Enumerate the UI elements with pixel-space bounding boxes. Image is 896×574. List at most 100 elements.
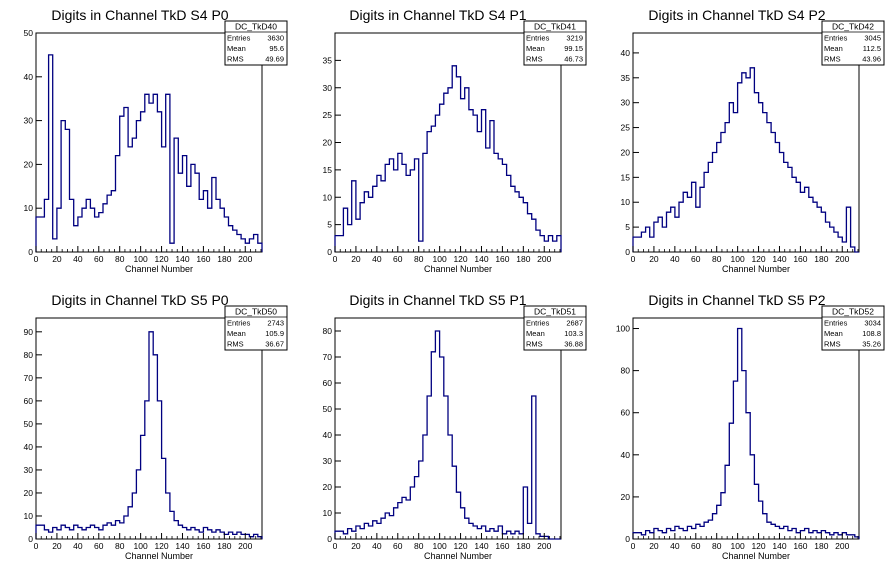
- y-tick-label: 30: [24, 465, 34, 475]
- x-tick-label: 0: [631, 541, 636, 551]
- stats-value: 3034: [864, 319, 881, 328]
- stats-box: [224, 305, 288, 351]
- x-tick-label: 200: [537, 541, 551, 551]
- y-tick-label: 15: [621, 172, 631, 182]
- x-tick-label: 20: [649, 254, 659, 264]
- stats-value: 112.5: [863, 44, 881, 53]
- x-axis-label: Channel Number: [424, 551, 492, 561]
- x-tick-label: 80: [712, 541, 722, 551]
- y-tick-label: 0: [327, 247, 332, 257]
- x-tick-label: 80: [414, 254, 424, 264]
- stats-label: Mean: [227, 44, 246, 53]
- y-tick-label: 60: [24, 396, 34, 406]
- stats-label: RMS: [227, 340, 244, 349]
- x-tick-label: 20: [649, 541, 659, 551]
- stats-value: 36.67: [265, 340, 284, 349]
- x-tick-label: 140: [175, 254, 189, 264]
- y-tick-label: 20: [621, 492, 631, 502]
- histogram-panel: Digits in Channel TkD S4 P20 20 40 60 80 100 1…: [621, 7, 885, 274]
- y-tick-label: 40: [24, 442, 34, 452]
- x-axis-label: Channel Number: [722, 551, 790, 561]
- x-tick-label: 160: [793, 254, 807, 264]
- y-tick-label: 30: [621, 98, 631, 108]
- stats-box: [224, 20, 288, 66]
- y-tick-label: 0: [28, 247, 33, 257]
- x-tick-label: 180: [217, 254, 231, 264]
- chart-title: Digits in Channel TkD S4 P0: [51, 7, 228, 23]
- stats-label: Entries: [526, 34, 550, 43]
- x-tick-label: 40: [73, 541, 83, 551]
- stats-label: Mean: [824, 329, 843, 338]
- x-tick-label: 200: [537, 254, 551, 264]
- stats-value: 2687: [566, 319, 583, 328]
- y-tick-label: 80: [323, 326, 333, 336]
- histogram-series: [334, 65, 562, 252]
- y-tick-label: 30: [323, 83, 333, 93]
- x-tick-label: 120: [453, 541, 467, 551]
- stats-box: [821, 20, 885, 66]
- y-tick-label: 10: [24, 511, 34, 521]
- x-tick-label: 40: [670, 541, 680, 551]
- y-tick-label: 40: [621, 48, 631, 58]
- stats-label: Entries: [526, 319, 550, 328]
- x-tick-label: 20: [52, 254, 62, 264]
- y-tick-label: 80: [621, 366, 631, 376]
- stats-value: 3630: [267, 34, 284, 43]
- plot-frame: [632, 32, 860, 253]
- x-tick-label: 120: [154, 541, 168, 551]
- y-tick-label: 40: [24, 72, 34, 82]
- plot-frame: [35, 32, 263, 253]
- chart-title: Digits in Channel TkD S4 P2: [648, 7, 825, 23]
- y-tick-label: 70: [323, 352, 333, 362]
- y-tick-label: 30: [323, 456, 333, 466]
- histogram-panel: Digits in Channel TkD S5 P10 20 40 60 80 100 1…: [323, 292, 587, 561]
- y-tick-label: 0: [625, 534, 630, 544]
- y-tick-label: 40: [621, 450, 631, 460]
- plot-frame: [334, 317, 562, 540]
- x-tick-label: 80: [115, 541, 125, 551]
- y-tick-label: 25: [323, 110, 333, 120]
- stats-name: DC_TkD51: [534, 307, 576, 317]
- x-tick-label: 140: [175, 541, 189, 551]
- x-tick-label: 0: [34, 254, 39, 264]
- plot-frame: [35, 317, 263, 540]
- y-tick-label: 35: [323, 55, 333, 65]
- stats-label: RMS: [526, 55, 543, 64]
- stats-value: 105.9: [265, 329, 284, 338]
- stats-label: Mean: [227, 329, 246, 338]
- x-tick-label: 180: [814, 254, 828, 264]
- stats-name: DC_TkD52: [832, 307, 874, 317]
- y-tick-label: 0: [28, 534, 33, 544]
- x-tick-label: 140: [474, 541, 488, 551]
- x-tick-label: 180: [814, 541, 828, 551]
- stats-name: DC_TkD50: [235, 307, 277, 317]
- x-tick-label: 200: [238, 541, 252, 551]
- chart-title: Digits in Channel TkD S5 P2: [648, 292, 825, 308]
- stats-label: RMS: [824, 340, 841, 349]
- histogram-panel: Digits in Channel TkD S4 P10 20 40 60 80 100 1…: [323, 7, 587, 274]
- y-tick-label: 10: [621, 197, 631, 207]
- y-tick-label: 30: [24, 116, 34, 126]
- stats-value: 35.26: [862, 340, 881, 349]
- x-axis-label: Channel Number: [424, 264, 492, 274]
- y-tick-label: 20: [323, 138, 333, 148]
- x-tick-label: 80: [115, 254, 125, 264]
- plot-frame: [632, 317, 860, 540]
- x-tick-label: 120: [751, 541, 765, 551]
- x-tick-label: 0: [34, 541, 39, 551]
- y-tick-label: 20: [24, 488, 34, 498]
- y-tick-label: 10: [323, 192, 333, 202]
- y-tick-label: 15: [323, 165, 333, 175]
- x-tick-label: 160: [495, 541, 509, 551]
- x-tick-label: 60: [94, 541, 104, 551]
- histogram-series: [632, 327, 860, 539]
- stats-value: 3219: [566, 34, 583, 43]
- x-tick-label: 60: [393, 254, 403, 264]
- histogram-series: [632, 67, 859, 253]
- histogram-series: [334, 330, 561, 540]
- y-tick-label: 10: [323, 508, 333, 518]
- x-tick-label: 40: [670, 254, 680, 264]
- y-tick-label: 20: [24, 159, 34, 169]
- x-tick-label: 200: [835, 541, 849, 551]
- x-tick-label: 120: [453, 254, 467, 264]
